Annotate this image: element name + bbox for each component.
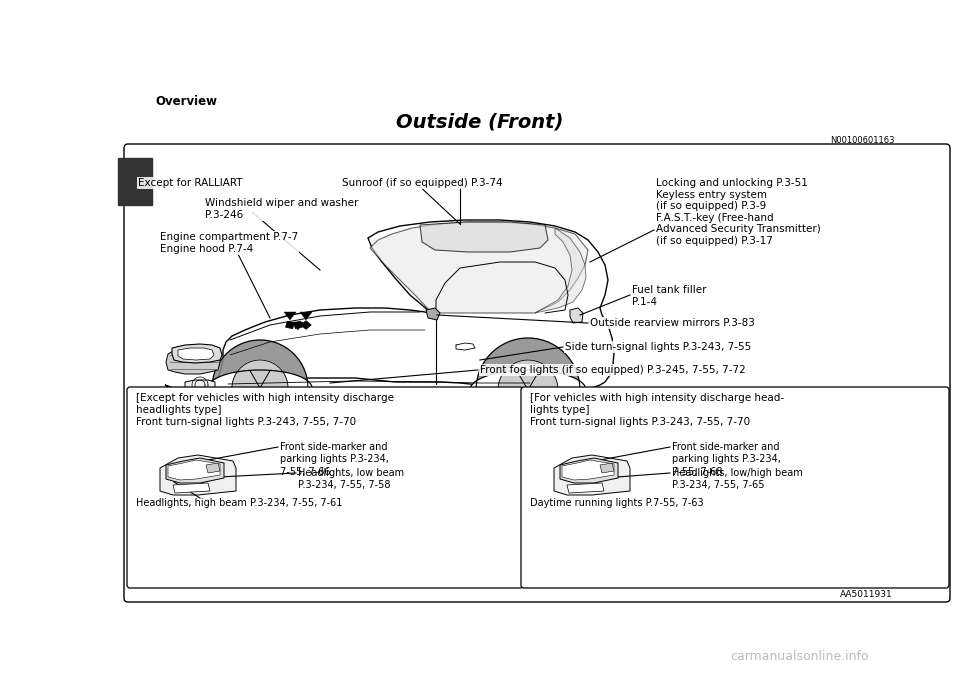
Polygon shape [285,321,295,329]
Text: Front side-marker and
parking lights P.3-234,
7-55, 7-68: Front side-marker and parking lights P.3… [672,442,780,477]
FancyBboxPatch shape [521,387,949,588]
Polygon shape [206,463,220,473]
Text: Front turn-signal lights P.3-243, 7-55, 7-70: Front turn-signal lights P.3-243, 7-55, … [136,417,356,427]
Polygon shape [470,370,586,390]
Text: Outside rearview mirrors P.3-83: Outside rearview mirrors P.3-83 [590,318,755,328]
Text: Locking and unlocking P.3-51
Keyless entry system
(if so equipped) P.3-9
F.A.S.T: Locking and unlocking P.3-51 Keyless ent… [656,178,821,246]
Polygon shape [476,338,580,442]
Polygon shape [173,483,210,493]
Polygon shape [166,348,220,374]
Polygon shape [166,458,224,483]
Polygon shape [300,321,311,330]
Polygon shape [185,380,215,390]
Text: AA5011931: AA5011931 [840,590,893,599]
Text: N00100601163: N00100601163 [830,136,895,145]
Polygon shape [570,308,583,323]
Text: Headlights, low/high beam
P.3-234, 7-55, 7-65: Headlights, low/high beam P.3-234, 7-55,… [672,468,803,490]
Text: Sunroof (if so equipped) P.3-74: Sunroof (if so equipped) P.3-74 [342,178,503,188]
Text: Side turn-signal lights P.3-243, 7-55: Side turn-signal lights P.3-243, 7-55 [565,342,752,352]
Text: Front side-marker and
parking lights P.3-234,
7-55, 7-66: Front side-marker and parking lights P.3… [280,442,389,477]
Polygon shape [284,312,296,320]
Polygon shape [567,483,604,493]
Polygon shape [535,228,586,313]
Polygon shape [560,458,618,483]
FancyBboxPatch shape [124,144,950,602]
Polygon shape [168,460,220,480]
Polygon shape [160,455,236,495]
Text: [For vehicles with high intensity discharge head-
lights type]: [For vehicles with high intensity discha… [530,393,784,416]
Polygon shape [300,312,312,320]
Text: Engine compartment P.7-7
Engine hood P.7-4: Engine compartment P.7-7 Engine hood P.7… [160,232,299,254]
Text: Daytime running lights P.7-55, 7-63: Daytime running lights P.7-55, 7-63 [530,498,704,508]
Polygon shape [370,222,588,313]
Polygon shape [294,321,302,329]
Text: Fuel tank filler
P.1-4: Fuel tank filler P.1-4 [632,285,707,306]
Text: Outside (Front): Outside (Front) [396,112,564,131]
Text: Overview: Overview [155,95,217,108]
Text: Except for RALLIART: Except for RALLIART [138,178,243,188]
Polygon shape [178,348,214,360]
Bar [118,158,152,205]
Polygon shape [420,222,548,252]
Polygon shape [498,360,558,420]
Text: Headlights, high beam P.3-234, 7-55, 7-61: Headlights, high beam P.3-234, 7-55, 7-6… [136,498,343,508]
Polygon shape [172,344,222,363]
Polygon shape [165,220,614,393]
Polygon shape [212,340,308,436]
Text: Front fog lights (if so equipped) P.3-245, 7-55, 7-72: Front fog lights (if so equipped) P.3-24… [480,365,746,375]
Polygon shape [562,460,614,480]
Polygon shape [293,322,303,330]
Text: Front turn-signal lights P.3-243, 7-55, 7-70: Front turn-signal lights P.3-243, 7-55, … [530,417,750,427]
Polygon shape [232,360,288,416]
Text: Windshield wiper and washer
P.3-246: Windshield wiper and washer P.3-246 [205,198,358,220]
Polygon shape [426,308,440,320]
Polygon shape [554,455,630,495]
Text: [Except for vehicles with high intensity discharge
headlights type]: [Except for vehicles with high intensity… [136,393,394,416]
Text: carmanualsonline.info: carmanualsonline.info [730,650,869,663]
Polygon shape [208,370,312,388]
FancyBboxPatch shape [127,387,523,588]
Text: Headlights, low beam
P.3-234, 7-55, 7-58: Headlights, low beam P.3-234, 7-55, 7-58 [298,468,404,490]
Polygon shape [600,463,614,473]
